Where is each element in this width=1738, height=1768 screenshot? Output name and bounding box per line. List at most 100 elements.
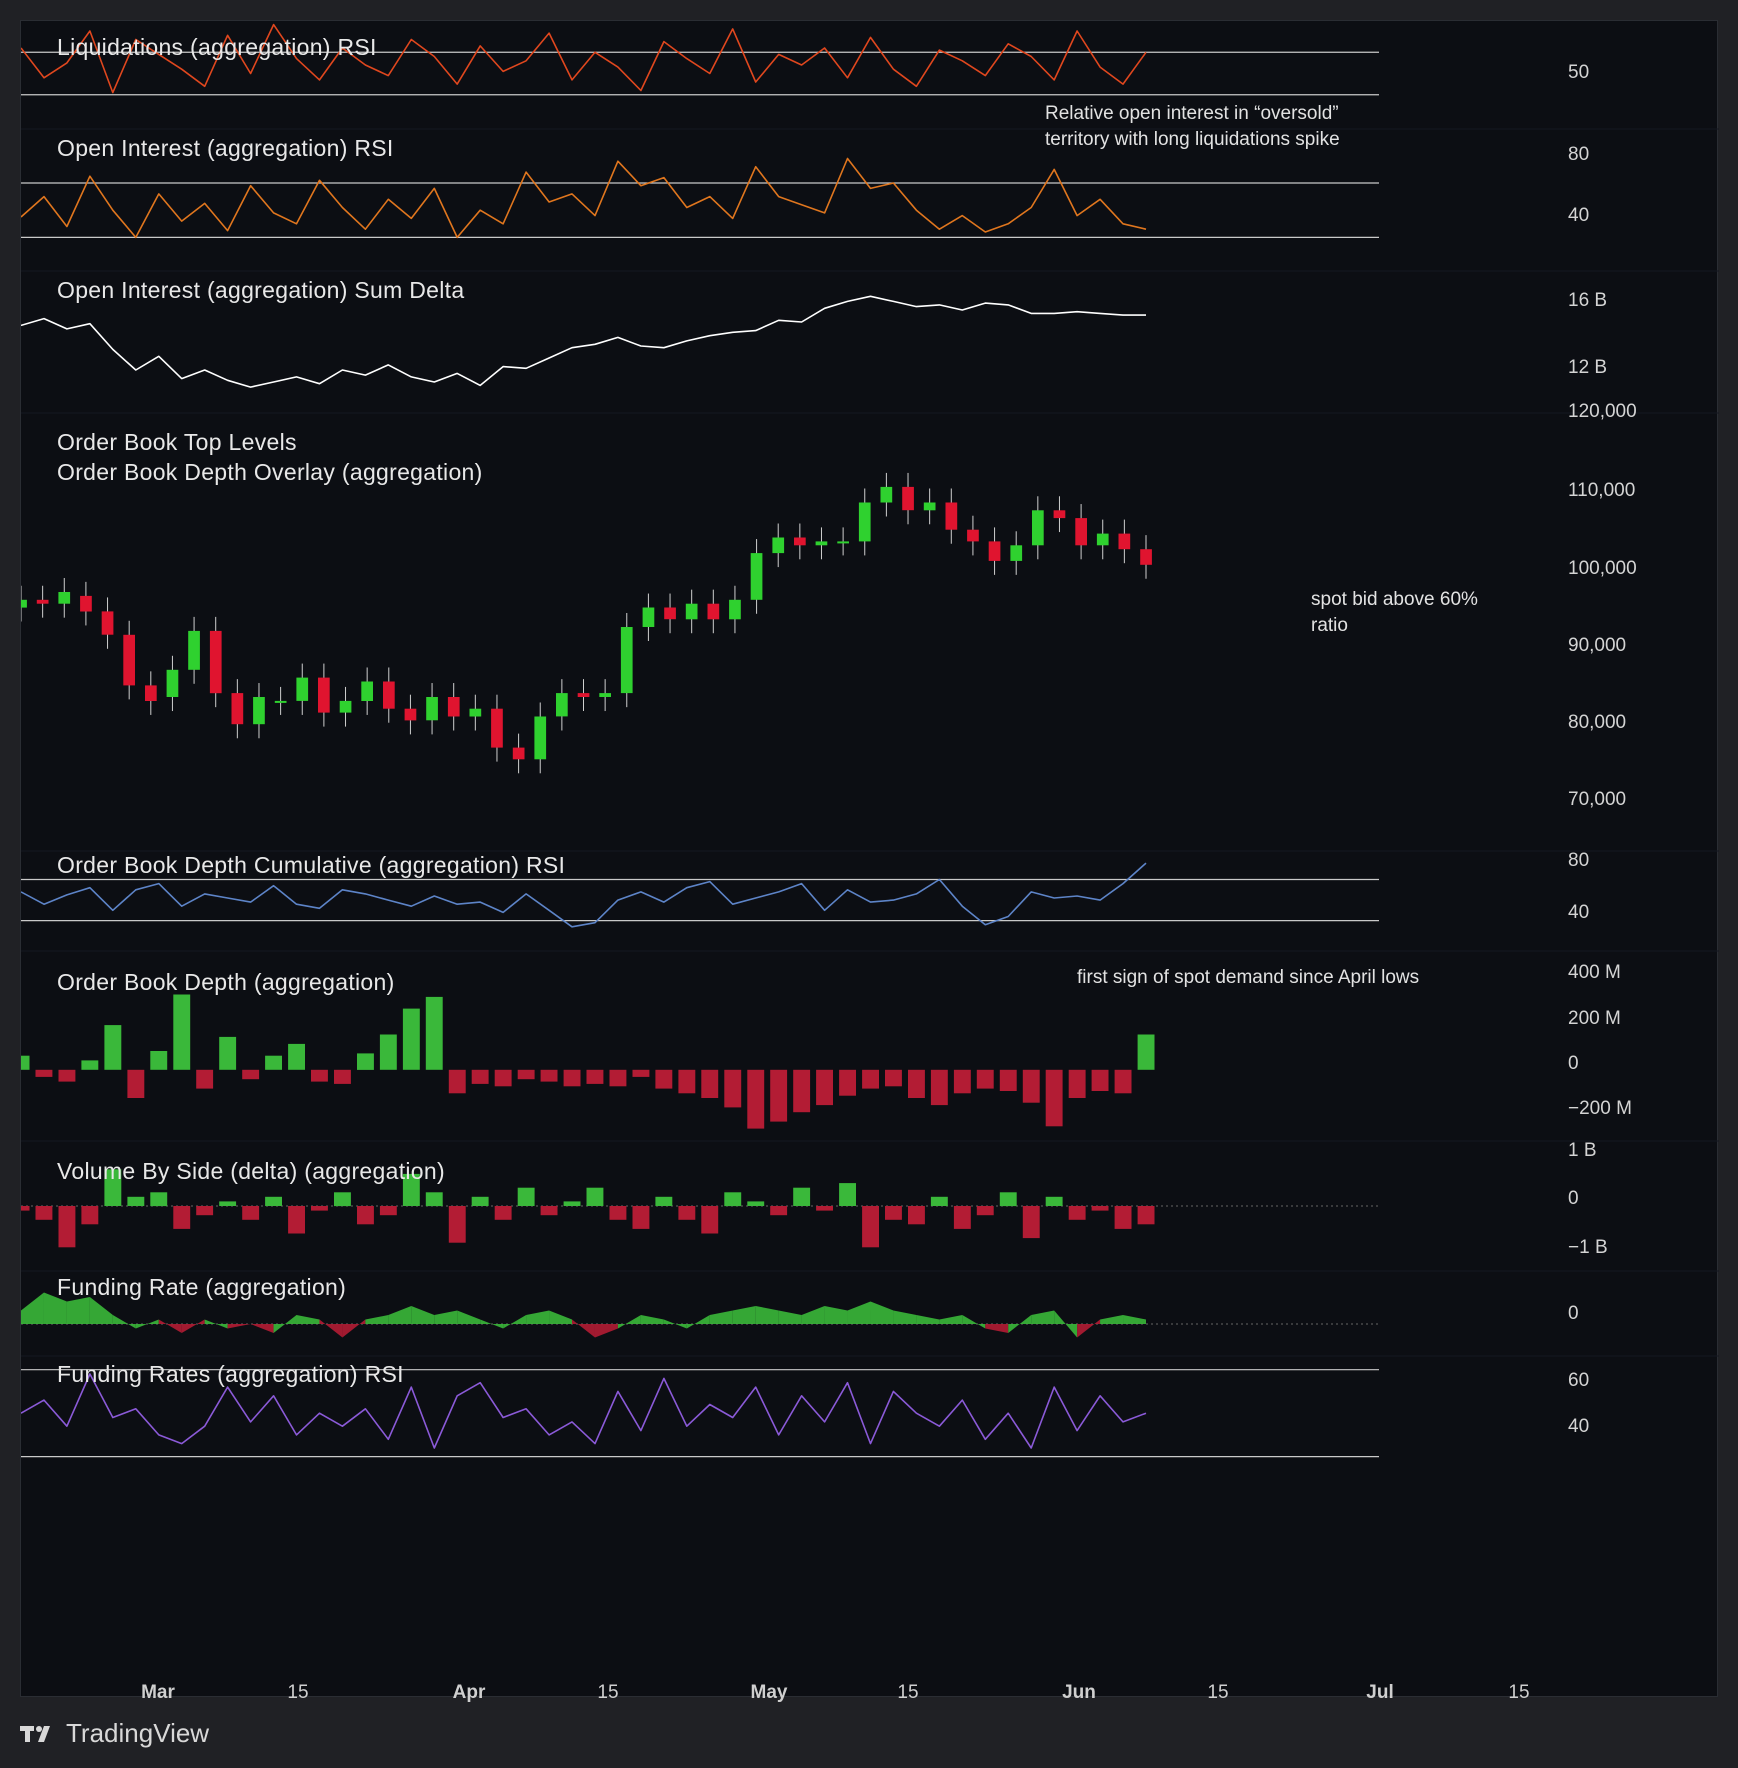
funding-area-segment bbox=[227, 1324, 251, 1329]
time-label-apr: Apr bbox=[452, 1682, 486, 1703]
y-tick-depth-neg200m: −200 M bbox=[1568, 1098, 1632, 1119]
y-tick-depth-0: 0 bbox=[1568, 1053, 1579, 1074]
order-book-depth-bar bbox=[586, 1069, 604, 1084]
candle-body bbox=[923, 502, 936, 511]
order-book-depth-bar bbox=[494, 1069, 512, 1087]
oi-sum-delta-line bbox=[21, 295, 1146, 388]
funding-area-segment bbox=[204, 1319, 228, 1329]
volume-delta-bar bbox=[150, 1192, 168, 1207]
volume-delta-bar bbox=[127, 1196, 145, 1206]
candle-body bbox=[383, 681, 395, 709]
pane-title-volume-by-side: Volume By Side (delta) (aggregation) bbox=[57, 1158, 445, 1184]
volume-delta-bar bbox=[357, 1206, 374, 1225]
y-tick-funding-0: 0 bbox=[1568, 1303, 1579, 1324]
candle-body bbox=[1075, 518, 1087, 546]
time-label-apr-15: 15 bbox=[597, 1682, 619, 1703]
volume-delta-bar bbox=[288, 1206, 305, 1234]
order-book-depth-bar bbox=[724, 1069, 742, 1108]
order-book-depth-bar bbox=[425, 996, 443, 1070]
candle-body bbox=[166, 669, 179, 697]
pane-title-order-book-top-levels: Order Book Top Levels bbox=[57, 429, 297, 455]
order-book-depth-bar bbox=[770, 1069, 788, 1122]
chart-frame[interactable]: Liquidations (aggregation) RSI Open Inte… bbox=[20, 20, 1719, 1703]
annotation-oi-oversold: Relative open interest in “oversold” ter… bbox=[1045, 103, 1340, 150]
candle-body bbox=[209, 630, 222, 694]
annotation-spot-bid: spot bid above 60% ratio bbox=[1311, 589, 1478, 636]
volume-delta-bar bbox=[953, 1206, 971, 1229]
volume-delta-bar bbox=[104, 1169, 122, 1206]
pane-title-oi-rsi: Open Interest (aggregation) RSI bbox=[57, 135, 394, 161]
funding-area-segment bbox=[112, 1315, 136, 1329]
funding-area-segment bbox=[526, 1310, 550, 1324]
order-book-depth-bar bbox=[816, 1069, 833, 1106]
candle-body bbox=[361, 681, 373, 701]
candle-body bbox=[58, 592, 71, 604]
funding-area-segment bbox=[158, 1319, 182, 1333]
order-book-depth-bar bbox=[517, 1069, 535, 1080]
candle-body bbox=[707, 603, 720, 620]
volume-delta-bar bbox=[402, 1173, 420, 1206]
y-tick-oi-delta-low: 12 B bbox=[1568, 357, 1608, 378]
candle-body bbox=[880, 486, 893, 503]
order-book-depth-bar bbox=[953, 1069, 971, 1094]
funding-area-segment bbox=[640, 1315, 664, 1324]
order-book-depth-bar bbox=[1045, 1069, 1063, 1127]
candle-body bbox=[36, 599, 49, 604]
volume-delta-bar bbox=[379, 1206, 397, 1216]
funding-area-segment bbox=[66, 1297, 90, 1324]
funding-area-segment bbox=[296, 1315, 320, 1324]
candle-body bbox=[404, 708, 417, 721]
pane-title-oi-sum-delta: Open Interest (aggregation) Sum Delta bbox=[57, 277, 465, 303]
order-book-depth-bar bbox=[747, 1069, 765, 1129]
candle-body bbox=[729, 599, 741, 620]
volume-delta-bar bbox=[563, 1201, 581, 1206]
funding-area-segment bbox=[1077, 1319, 1101, 1338]
funding-area-segment bbox=[411, 1306, 435, 1324]
y-tick-oi-delta-high: 16 B bbox=[1568, 290, 1608, 311]
time-label-mar-15: 15 bbox=[287, 1682, 309, 1703]
y-tick-funding-rsi-low: 40 bbox=[1568, 1416, 1590, 1437]
volume-delta-bar bbox=[586, 1187, 604, 1206]
funding-area-segment bbox=[319, 1319, 343, 1338]
volume-delta-bar bbox=[425, 1192, 443, 1207]
time-label-jun-15: 15 bbox=[1207, 1682, 1229, 1703]
volume-delta-bar bbox=[494, 1206, 512, 1220]
order-book-depth-bar bbox=[357, 1053, 374, 1070]
order-book-depth-bar bbox=[402, 1008, 420, 1070]
chart-canvas[interactable] bbox=[21, 21, 1719, 1698]
order-book-depth-bar bbox=[58, 1069, 76, 1082]
pane-title-funding-rate: Funding Rate (aggregation) bbox=[57, 1274, 347, 1300]
volume-delta-bar bbox=[471, 1196, 489, 1206]
funding-area-segment bbox=[686, 1315, 710, 1329]
pane-title-funding-rates-rsi: Funding Rates (aggregation) RSI bbox=[57, 1361, 404, 1387]
order-book-depth-bar bbox=[609, 1069, 627, 1087]
candle-body bbox=[1010, 545, 1023, 561]
volume-delta-bar bbox=[632, 1206, 650, 1229]
funding-rates-rsi-line bbox=[21, 1373, 1147, 1449]
volume-delta-bar bbox=[908, 1206, 925, 1225]
funding-area-segment bbox=[135, 1319, 159, 1329]
funding-area-segment bbox=[457, 1310, 481, 1324]
y-tick-depth-400m: 400 M bbox=[1568, 962, 1621, 983]
funding-area-segment bbox=[1123, 1315, 1146, 1324]
tradingview-brand[interactable]: TradingView bbox=[20, 1718, 209, 1749]
order-book-depth-bar bbox=[839, 1069, 856, 1096]
candle-body bbox=[1140, 549, 1152, 565]
funding-area-segment bbox=[43, 1292, 67, 1324]
funding-area-segment bbox=[250, 1324, 274, 1333]
order-book-depth-bar bbox=[104, 1025, 122, 1070]
funding-area-segment bbox=[709, 1310, 733, 1324]
y-tick-funding-rsi-high: 60 bbox=[1568, 1370, 1590, 1391]
funding-area-segment bbox=[21, 1292, 44, 1324]
funding-area-segment bbox=[480, 1319, 504, 1329]
volume-delta-bar bbox=[1068, 1206, 1086, 1220]
candle-body bbox=[274, 700, 287, 703]
candle-body bbox=[469, 708, 482, 717]
volume-delta-bar bbox=[976, 1206, 994, 1216]
brand-name: TradingView bbox=[66, 1718, 210, 1748]
candle-body bbox=[556, 693, 568, 717]
y-tick-liq-rsi: 50 bbox=[1568, 62, 1590, 83]
candle-body bbox=[1032, 510, 1044, 546]
y-tick-price-90k: 90,000 bbox=[1568, 635, 1627, 656]
volume-delta-bar bbox=[196, 1206, 214, 1216]
